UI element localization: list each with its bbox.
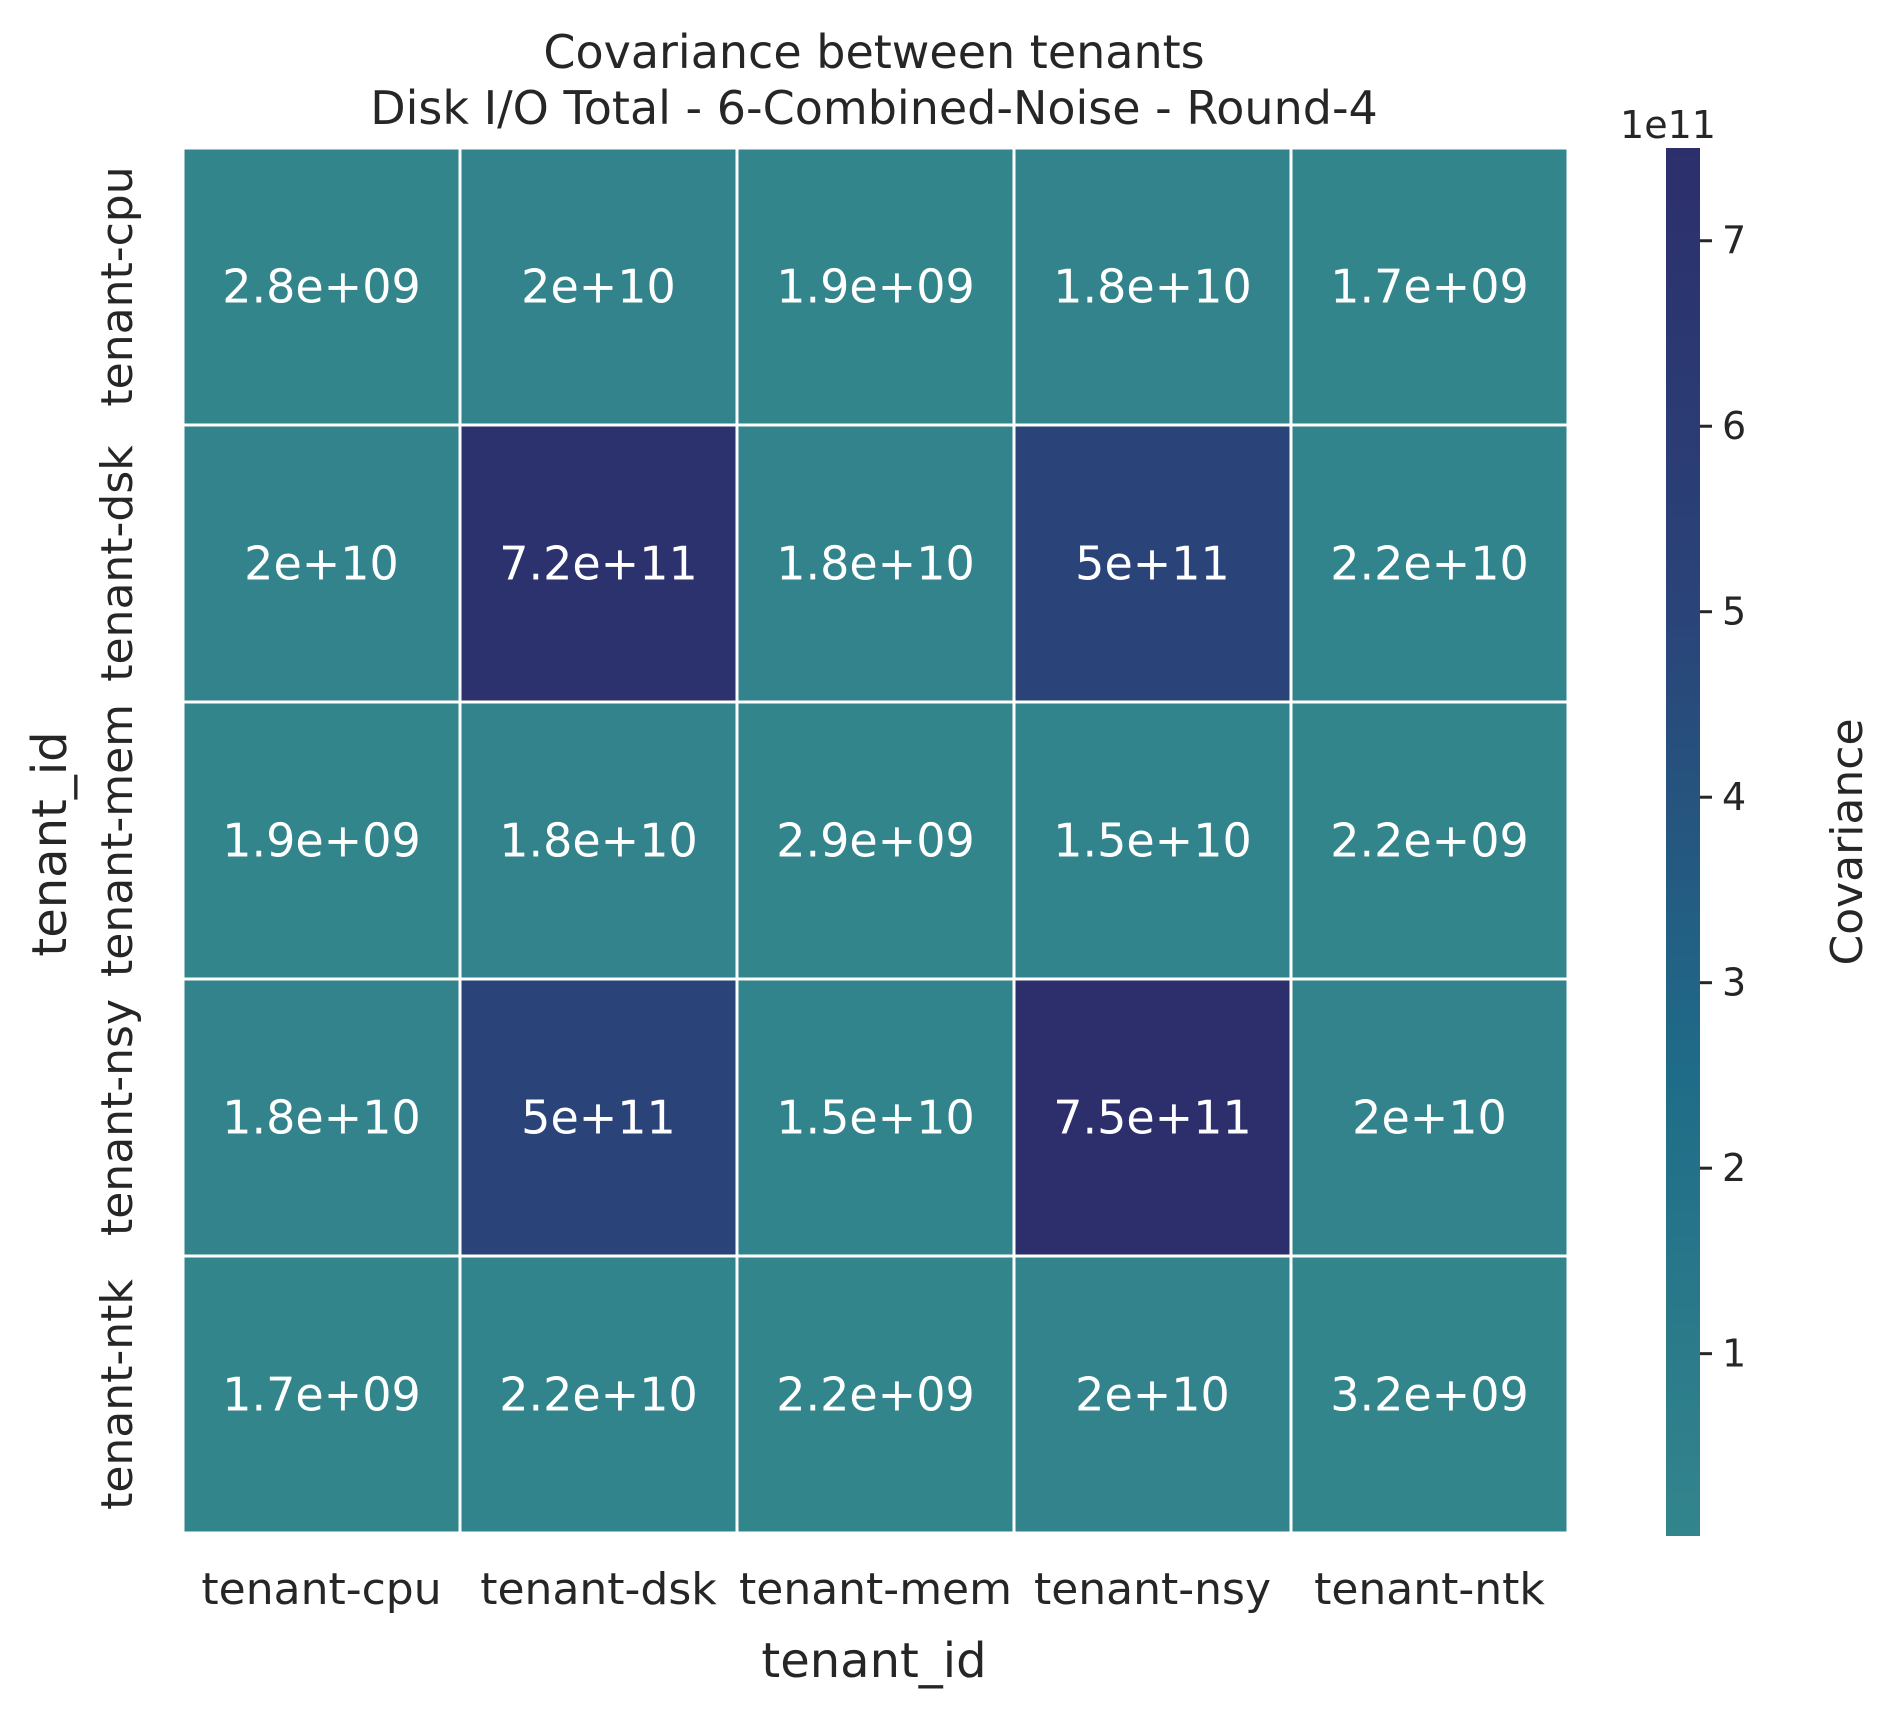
cell-value-label: 1.5e+10 <box>1053 814 1252 868</box>
colorbar-tick-label: 7 <box>1722 219 1746 263</box>
heatmap-cell <box>181 1254 462 1535</box>
cell-value-label: 2e+10 <box>1075 1368 1230 1422</box>
x-tick-label: tenant-ntk <box>1314 1564 1545 1615</box>
colorbar-tick-label: 4 <box>1722 775 1746 819</box>
y-tick-label: tenant-mem <box>92 704 143 977</box>
cell-value-label: 2.2e+10 <box>1330 537 1529 591</box>
cell-value-label: 1.5e+10 <box>776 1091 975 1145</box>
heatmap-cell <box>1012 977 1293 1258</box>
cell-value-label: 7.2e+11 <box>499 537 698 591</box>
y-tick-label: tenant-dsk <box>92 445 143 682</box>
colorbar-tick-label: 3 <box>1722 961 1746 1005</box>
y-tick-label: tenant-cpu <box>92 166 143 406</box>
cell-value-label: 1.8e+10 <box>499 814 698 868</box>
cell-value-label: 2.2e+10 <box>499 1368 698 1422</box>
colorbar-tick-label: 2 <box>1722 1146 1746 1190</box>
y-axis-label: tenant_id <box>22 731 78 956</box>
y-tick-labels: tenant-cpu tenant-dsk tenant-mem tenant-nsy… <box>92 166 143 1510</box>
y-tick-label: tenant-nsy <box>92 999 143 1236</box>
x-tick-labels: tenant-cpu tenant-dsk tenant-mem tenant-nsy… <box>201 1564 1545 1615</box>
y-tick-label: tenant-ntk <box>92 1279 143 1510</box>
cell-value-label: 1.7e+09 <box>1330 260 1529 314</box>
cell-value-label: 2.2e+09 <box>1330 814 1529 868</box>
heatmap-cell <box>1289 1254 1570 1535</box>
x-tick-label: tenant-dsk <box>480 1564 717 1615</box>
heatmap-cell <box>1289 423 1570 704</box>
heatmap-cell <box>458 977 739 1258</box>
cell-value-label: 5e+11 <box>1075 537 1230 591</box>
heatmap-cell <box>181 977 462 1258</box>
chart-title: Covariance between tenants <box>543 25 1204 79</box>
cell-value-label: 1.8e+10 <box>1053 260 1252 314</box>
cell-value-label: 5e+11 <box>521 1091 676 1145</box>
colorbar-label: Covariance <box>1822 718 1873 965</box>
heatmap-cell <box>1012 146 1293 427</box>
cell-value-label: 1.7e+09 <box>222 1368 421 1422</box>
heatmap-cell <box>735 700 1016 981</box>
heatmap-cell <box>181 423 462 704</box>
cell-value-label: 1.8e+10 <box>776 537 975 591</box>
cell-value-label: 1.9e+09 <box>776 260 975 314</box>
cell-value-label: 7.5e+11 <box>1053 1091 1252 1145</box>
heatmap-cell <box>458 146 739 427</box>
cell-value-label: 2e+10 <box>521 260 676 314</box>
heatmap-cell <box>1012 700 1293 981</box>
heatmap-cell <box>735 146 1016 427</box>
cell-value-label: 2.9e+09 <box>776 814 975 868</box>
heatmap-cell <box>1289 146 1570 427</box>
heatmap-cell <box>735 977 1016 1258</box>
cell-value-label: 2.8e+09 <box>222 260 421 314</box>
heatmap-cell <box>458 700 739 981</box>
heatmap-cell <box>1289 700 1570 981</box>
cell-value-label: 2.2e+09 <box>776 1368 975 1422</box>
x-axis-label: tenant_id <box>761 1633 986 1689</box>
colorbar-tick-label: 6 <box>1722 404 1746 448</box>
heatmap-cell <box>1289 977 1570 1258</box>
colorbar <box>1666 148 1700 1536</box>
x-tick-label: tenant-cpu <box>201 1564 441 1615</box>
cell-value-label: 3.2e+09 <box>1330 1368 1529 1422</box>
colorbar-ticks: 1 2 3 4 5 6 7 <box>1700 219 1746 1376</box>
cell-value-label: 2e+10 <box>244 537 399 591</box>
chart-subtitle: Disk I/O Total - 6-Combined-Noise - Roun… <box>370 81 1378 135</box>
heatmap-cell <box>458 1254 739 1535</box>
heatmap-cell <box>735 1254 1016 1535</box>
heatmap-cell <box>181 146 462 427</box>
heatmap-cell <box>735 423 1016 704</box>
cell-value-label: 1.8e+10 <box>222 1091 421 1145</box>
colorbar-offset-text: 1e11 <box>1620 103 1716 147</box>
heatmap-cells: 2.8e+09 2e+10 1.9e+09 1.8e+10 1.7e+09 2e+10 7.… <box>181 146 1570 1535</box>
x-tick-label: tenant-mem <box>739 1564 1012 1615</box>
colorbar-tick-label: 5 <box>1722 590 1746 634</box>
cell-value-label: 1.9e+09 <box>222 814 421 868</box>
colorbar-tick-label: 1 <box>1722 1332 1746 1376</box>
x-tick-label: tenant-nsy <box>1034 1564 1271 1615</box>
cell-value-label: 2e+10 <box>1352 1091 1507 1145</box>
